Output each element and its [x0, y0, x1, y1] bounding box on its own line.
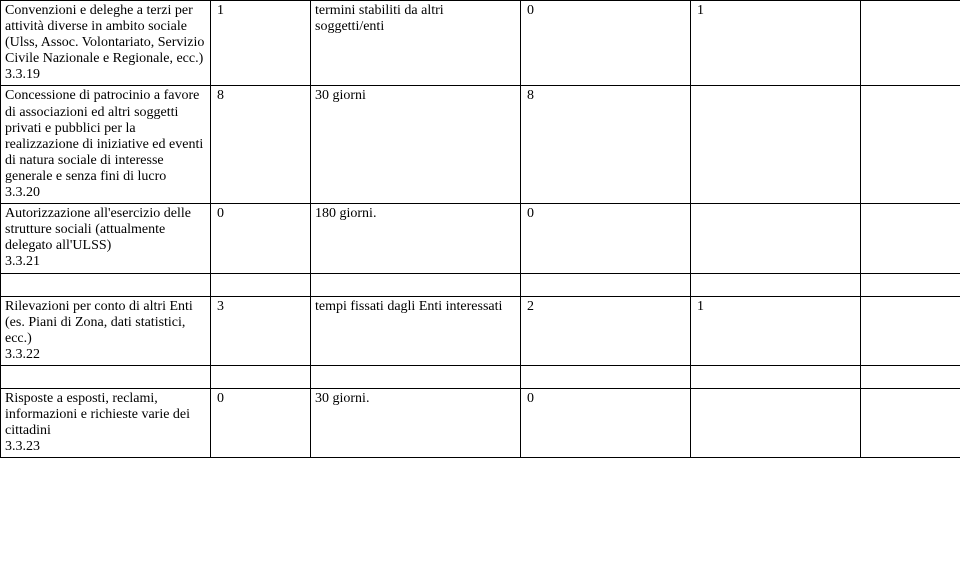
cell-c3: 1	[691, 296, 861, 365]
cell-c2: 8	[521, 86, 691, 204]
cell-c1: 1	[211, 1, 311, 86]
spacer-row	[1, 365, 960, 388]
table-row: Rilevazioni per conto di altri Enti (es.…	[1, 296, 960, 365]
desc-text: Autorizzazione all'esercizio delle strut…	[5, 206, 191, 253]
cell-c2: 0	[521, 388, 691, 457]
desc-text: Rilevazioni per conto di altri Enti (es.…	[5, 299, 193, 346]
data-table: Convenzioni e deleghe a terzi per attivi…	[0, 0, 960, 458]
cell-c3	[691, 204, 861, 273]
cell-term: 30 giorni	[311, 86, 521, 204]
desc-text: Risposte a esposti, reclami, informazion…	[5, 391, 190, 438]
cell-empty	[861, 388, 960, 457]
cell-empty	[861, 86, 960, 204]
cell-c1: 0	[211, 388, 311, 457]
cell-term: tempi fissati dagli Enti interessati	[311, 296, 521, 365]
cell-empty	[861, 1, 960, 86]
cell-empty	[861, 296, 960, 365]
cell-term: termini stabiliti da altri soggetti/enti	[311, 1, 521, 86]
desc-text: Convenzioni e deleghe a terzi per attivi…	[5, 3, 204, 66]
cell-term: 30 giorni.	[311, 388, 521, 457]
desc-text: Concessione di patrocinio a favore di as…	[5, 88, 203, 183]
cell-term: 180 giorni.	[311, 204, 521, 273]
cell-desc: Risposte a esposti, reclami, informazion…	[1, 388, 211, 457]
cell-c1: 3	[211, 296, 311, 365]
cell-c2: 0	[521, 204, 691, 273]
table-row: Autorizzazione all'esercizio delle strut…	[1, 204, 960, 273]
cell-desc: Autorizzazione all'esercizio delle strut…	[1, 204, 211, 273]
table-row: Risposte a esposti, reclami, informazion…	[1, 388, 960, 457]
cell-c2: 2	[521, 296, 691, 365]
cell-c3: 1	[691, 1, 861, 86]
cell-c3	[691, 388, 861, 457]
cell-empty	[861, 204, 960, 273]
cell-desc: Rilevazioni per conto di altri Enti (es.…	[1, 296, 211, 365]
cell-c1: 8	[211, 86, 311, 204]
table-row: Concessione di patrocinio a favore di as…	[1, 86, 960, 204]
cell-c2: 0	[521, 1, 691, 86]
code-text: 3.3.21	[5, 254, 40, 269]
cell-c3	[691, 86, 861, 204]
table-row: Convenzioni e deleghe a terzi per attivi…	[1, 1, 960, 86]
cell-desc: Concessione di patrocinio a favore di as…	[1, 86, 211, 204]
cell-desc: Convenzioni e deleghe a terzi per attivi…	[1, 1, 211, 86]
code-text: 3.3.23	[5, 439, 40, 454]
spacer-row	[1, 273, 960, 296]
cell-c1: 0	[211, 204, 311, 273]
code-text: 3.3.19	[5, 67, 40, 82]
code-text: 3.3.22	[5, 347, 40, 362]
code-text: 3.3.20	[5, 185, 40, 200]
